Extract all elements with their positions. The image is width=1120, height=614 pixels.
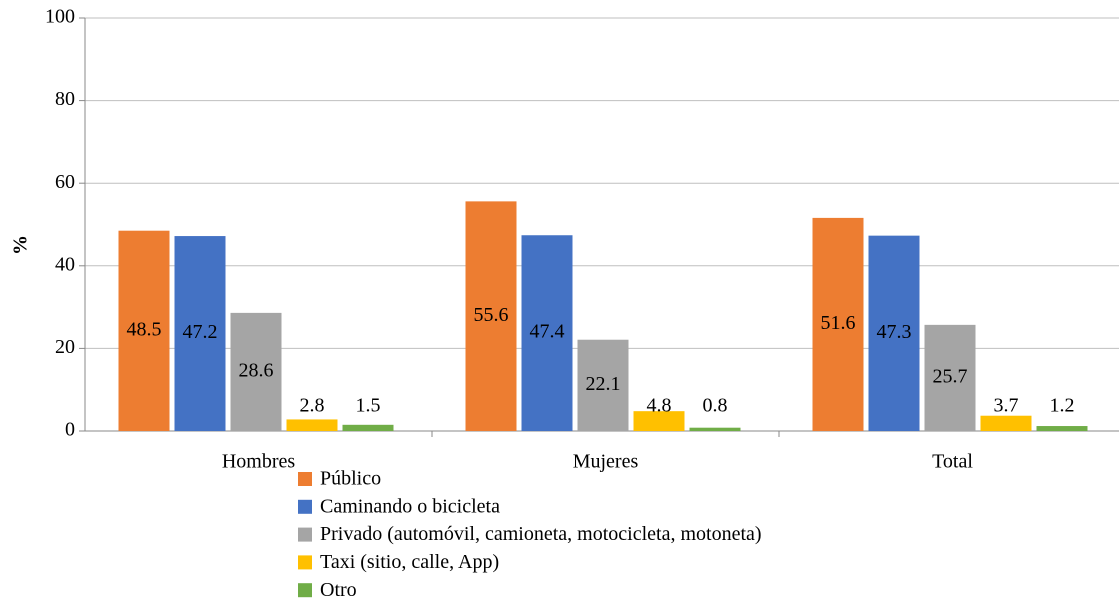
legend-label: Público	[320, 468, 381, 490]
data-label: 28.6	[239, 360, 274, 382]
y-axis-label: %	[10, 235, 32, 255]
y-tick-label: 40	[55, 253, 75, 275]
bar	[342, 424, 394, 431]
legend-swatch	[298, 555, 312, 570]
bar	[633, 411, 685, 431]
bar	[174, 236, 226, 431]
bar	[812, 217, 864, 431]
bar	[118, 230, 170, 431]
data-label: 51.6	[821, 312, 856, 334]
bar	[689, 427, 741, 431]
data-label: 25.7	[933, 366, 968, 388]
bar	[230, 312, 282, 431]
bar	[980, 415, 1032, 431]
data-label: 3.7	[994, 395, 1019, 417]
legend-label: Taxi (sitio, calle, App)	[320, 551, 499, 573]
y-tick-label: 20	[55, 336, 75, 358]
bar	[577, 339, 629, 431]
bar	[465, 201, 517, 431]
data-label: 0.8	[703, 395, 728, 417]
data-label: 1.5	[356, 395, 381, 417]
data-label: 22.1	[586, 373, 621, 395]
x-tick-label: Total	[932, 451, 973, 473]
legend-label: Caminando o bicicleta	[320, 495, 500, 517]
y-tick-label: 60	[55, 171, 75, 193]
data-label: 47.3	[877, 321, 912, 343]
y-tick-label: 80	[55, 88, 75, 110]
data-label: 2.8	[300, 395, 325, 417]
y-tick-label: 100	[45, 6, 75, 28]
bar	[868, 235, 920, 431]
bar	[521, 235, 573, 431]
data-label: 47.2	[183, 321, 218, 343]
data-label: 47.4	[530, 321, 565, 343]
data-label: 55.6	[474, 304, 509, 326]
bar	[924, 324, 976, 431]
legend-label: Otro	[320, 579, 357, 601]
x-tick-label: Mujeres	[573, 451, 639, 473]
x-tick-label: Hombres	[222, 451, 296, 473]
bar	[1036, 426, 1088, 431]
legend-label: Privado (automóvil, camioneta, motocicle…	[320, 523, 762, 545]
data-label: 1.2	[1050, 395, 1075, 417]
legend-swatch	[298, 499, 312, 514]
y-tick-label: 0	[65, 419, 75, 441]
legend-swatch	[298, 472, 312, 486]
legend-swatch	[298, 527, 312, 542]
data-label: 4.8	[647, 395, 672, 417]
data-label: 48.5	[127, 318, 162, 340]
bar	[286, 419, 338, 431]
legend-swatch	[298, 583, 312, 598]
